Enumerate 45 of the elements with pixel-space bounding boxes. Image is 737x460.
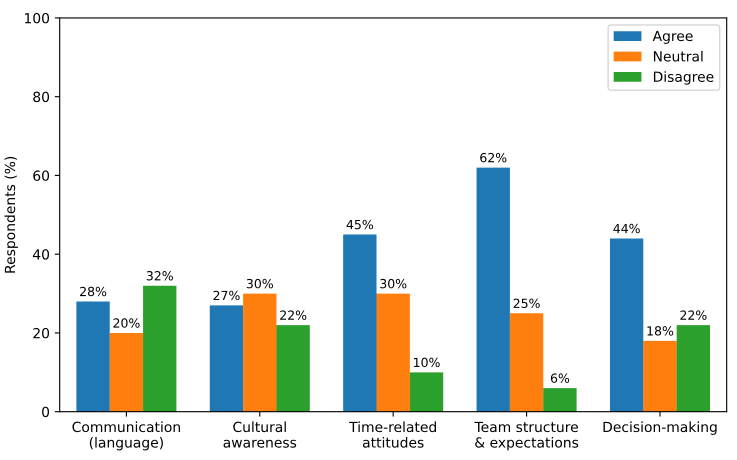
y-tick-label: 60	[33, 170, 50, 181]
data-label: 20%	[113, 318, 140, 328]
y-tick-label: 100	[24, 12, 50, 24]
bar	[543, 388, 577, 412]
data-label: 22%	[680, 310, 707, 320]
legend-label: Neutral	[654, 50, 703, 62]
data-label: 6%	[550, 373, 570, 383]
data-label: 30%	[380, 278, 406, 288]
x-tick-label: Team structure & expectations	[474, 422, 578, 450]
bar	[110, 332, 144, 412]
y-tick-label: 20	[33, 328, 50, 338]
y-tick-label: 80	[33, 92, 50, 102]
bar	[510, 313, 544, 412]
bar	[143, 286, 176, 412]
data-label: 44%	[613, 224, 640, 234]
bar	[343, 234, 377, 412]
bar	[243, 294, 276, 412]
legend-label: Disagree	[654, 71, 714, 85]
data-label: 62%	[480, 152, 506, 162]
y-axis-title: Respondents (%)	[4, 156, 18, 273]
y-tick-label: 0	[42, 406, 50, 418]
data-label: 10%	[414, 358, 440, 368]
bar	[643, 340, 677, 412]
bar	[410, 372, 444, 412]
y-tick-label: 40	[32, 249, 50, 260]
bar	[76, 301, 110, 412]
data-label: 27%	[213, 290, 240, 300]
bar	[476, 168, 510, 412]
legend-label: Agree	[652, 30, 693, 44]
data-label: 28%	[80, 286, 106, 296]
data-label: 22%	[280, 310, 306, 320]
data-label: 32%	[146, 271, 173, 280]
data-label: 25%	[514, 298, 540, 308]
data-label: 18%	[647, 326, 674, 336]
bar	[210, 305, 244, 412]
bar	[610, 238, 644, 412]
x-tick-label: Cultural awareness	[224, 421, 296, 448]
data-label: 45%	[346, 220, 374, 230]
x-tick-label: Time-related attitudes	[349, 421, 436, 448]
bar	[676, 325, 710, 412]
data-label: 30%	[246, 278, 273, 288]
bar	[376, 294, 410, 412]
x-tick-label: Decision-making	[603, 421, 717, 435]
x-tick-label: Communication (language)	[72, 421, 180, 450]
bar	[276, 325, 310, 412]
